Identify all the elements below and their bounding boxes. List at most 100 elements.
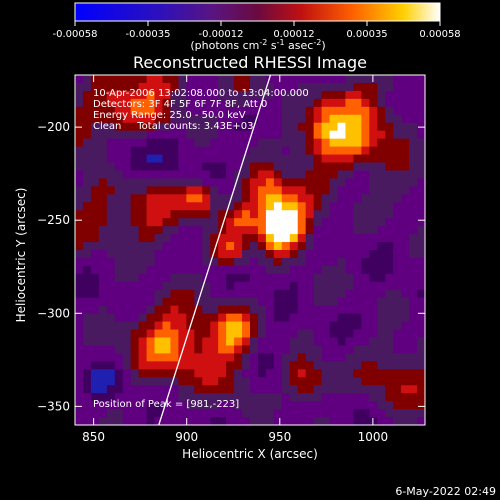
heatmap-cell — [321, 218, 331, 227]
heatmap-cell — [226, 250, 235, 259]
heatmap-cell — [98, 321, 108, 331]
heatmap-cell — [297, 242, 307, 251]
heatmap-cell — [337, 90, 346, 100]
colorbar-tick-label: -0.00058 — [53, 29, 98, 40]
heatmap-cell — [130, 90, 140, 100]
heatmap-cell — [210, 178, 219, 187]
heatmap-cell — [409, 377, 418, 386]
heatmap-cell — [162, 329, 171, 338]
heatmap-cell — [98, 393, 108, 402]
heatmap-cell — [321, 377, 331, 386]
heatmap-cell — [273, 417, 283, 425]
heatmap-cell — [329, 75, 338, 84]
heatmap-cell — [210, 297, 219, 307]
heatmap-cell — [337, 401, 346, 410]
heatmap-cell — [273, 130, 283, 140]
heatmap-cell — [186, 178, 195, 187]
heatmap-cell — [281, 178, 291, 187]
heatmap-cell — [202, 170, 211, 179]
heatmap-cell — [289, 409, 299, 418]
heatmap-cell — [122, 273, 132, 283]
heatmap-cell — [257, 170, 267, 179]
heatmap-cell — [138, 154, 148, 163]
heatmap-cell — [265, 250, 275, 259]
heatmap-cell — [409, 257, 418, 267]
heatmap-cell — [313, 154, 323, 163]
heatmap-cell — [297, 98, 307, 108]
y-tick-label: −300 — [37, 306, 70, 320]
heatmap-cell — [369, 353, 378, 362]
heatmap-cell — [146, 202, 156, 211]
colorbar-ticks: -0.00058 -0.00035 -0.00012 0.00012 0.00035 0.… — [53, 21, 461, 40]
heatmap-cell — [90, 106, 100, 116]
heatmap-cell — [377, 417, 386, 425]
heatmap-cell — [273, 297, 283, 307]
heatmap-cell — [202, 122, 211, 132]
heatmap-cell — [178, 329, 187, 338]
heatmap-cell — [146, 385, 156, 394]
heatmap-cell — [337, 265, 346, 275]
heatmap-cell — [122, 265, 132, 275]
heatmap-cell — [218, 265, 227, 275]
heatmap-cell — [82, 114, 92, 124]
heatmap-cell — [417, 210, 425, 219]
heatmap-cell — [218, 353, 227, 362]
heatmap-cell — [98, 178, 108, 187]
heatmap-cell — [130, 353, 140, 362]
heatmap-cell — [353, 337, 362, 346]
heatmap-cell — [130, 273, 140, 283]
heatmap-cell — [146, 178, 156, 187]
heatmap-cell — [122, 345, 132, 354]
heatmap-cell — [98, 337, 108, 346]
heatmap-cell — [194, 337, 203, 346]
heatmap-cell — [417, 257, 425, 267]
heatmap-cell — [345, 202, 354, 211]
heatmap-cell — [202, 321, 211, 331]
heatmap-cell — [162, 337, 171, 346]
heatmap-cell — [234, 305, 243, 315]
heatmap-cell — [401, 401, 410, 410]
heatmap-cell — [106, 242, 116, 251]
heatmap-cell — [146, 226, 156, 235]
heatmap-cell — [194, 353, 203, 362]
heatmap-cell — [234, 377, 243, 386]
heatmap-cell — [313, 281, 323, 291]
heatmap-cell — [353, 345, 362, 354]
heatmap-cell — [242, 401, 251, 410]
heatmap-cell — [98, 297, 108, 307]
heatmap-cell — [289, 250, 299, 259]
heatmap-cell — [377, 154, 386, 163]
heatmap-cell — [250, 154, 259, 163]
heatmap-cell — [154, 369, 163, 378]
heatmap-cell — [82, 345, 92, 354]
heatmap-cell — [353, 234, 362, 243]
y-tick-label: −350 — [37, 399, 70, 413]
heatmap-cell — [114, 210, 124, 219]
heatmap-cell — [234, 369, 243, 378]
heatmap-cell — [82, 313, 92, 323]
heatmap-cell — [257, 337, 267, 346]
heatmap-cell — [186, 202, 195, 211]
heatmap-cell — [106, 114, 116, 124]
heatmap-cell — [401, 234, 410, 243]
heatmap-cell — [321, 75, 331, 84]
heatmap-cell — [98, 234, 108, 243]
heatmap-cell — [257, 417, 267, 425]
heatmap-cell — [353, 114, 362, 124]
heatmap-cell — [226, 218, 235, 227]
heatmap-cell — [234, 385, 243, 394]
heatmap-cell — [218, 361, 227, 370]
heatmap-cell — [409, 122, 418, 132]
heatmap-cell — [170, 146, 179, 156]
heatmap-cell — [393, 210, 402, 219]
heatmap-cell — [210, 234, 219, 243]
heatmap-cell — [313, 130, 323, 140]
heatmap-cell — [281, 297, 291, 307]
heatmap-cell — [417, 361, 425, 370]
heatmap-cell — [234, 138, 243, 148]
colorbar-tick-label: 0.00012 — [273, 29, 314, 40]
heatmap-cell — [138, 82, 148, 92]
heatmap-cell — [146, 106, 156, 116]
heatmap-cell — [202, 82, 211, 92]
heatmap-cell — [218, 369, 227, 378]
